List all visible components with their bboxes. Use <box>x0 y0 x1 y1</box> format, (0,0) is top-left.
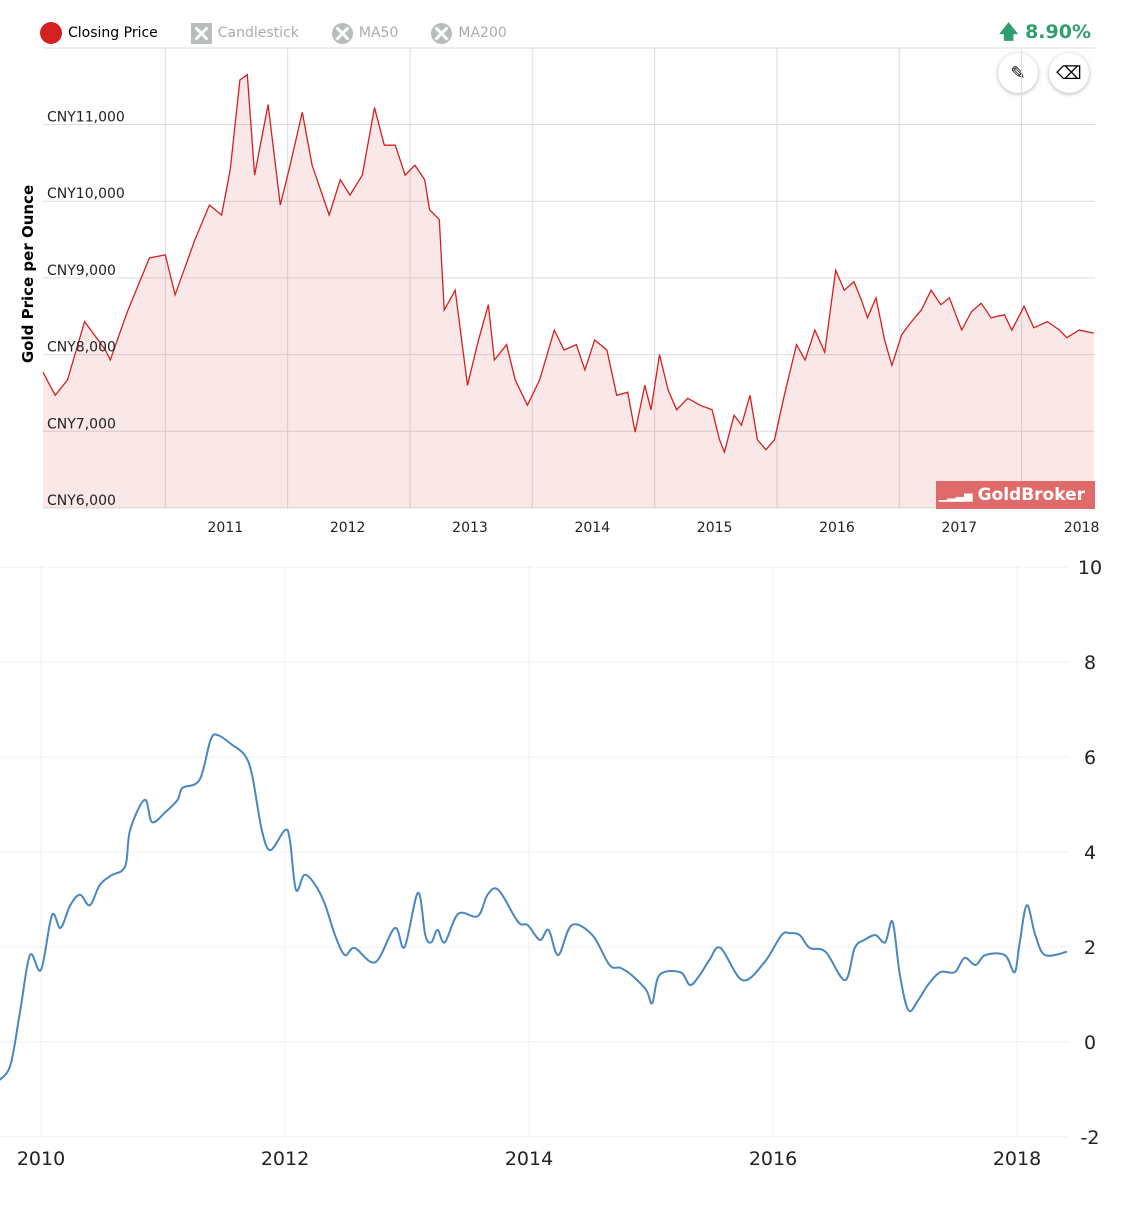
legend-label: Candlestick <box>217 25 299 41</box>
x-tick-label: 2016 <box>819 520 855 536</box>
x-tick-label: 2010 <box>17 1148 65 1170</box>
y-tick-label: CNY11,000 <box>47 110 125 126</box>
y-tick-label: CNY6,000 <box>47 493 116 509</box>
y-tick-label: 6 <box>1084 747 1096 769</box>
price-line <box>42 73 1094 455</box>
x-tick-label: 2018 <box>993 1148 1041 1170</box>
y-tick-label: 10 <box>1078 557 1102 579</box>
legend-label: MA50 <box>358 25 399 41</box>
legend-ma200[interactable]: MA200 <box>431 22 507 44</box>
x-tick-label: 2012 <box>330 520 366 536</box>
change-value: 8.90% <box>1025 21 1091 43</box>
x-tick-label: 2011 <box>208 520 244 536</box>
inflation-chart: 10 8 6 4 2 0 -2 2010 2012 2014 2016 2018 <box>0 557 1102 1170</box>
x-tick-label: 2016 <box>749 1148 797 1170</box>
legend-ma50[interactable]: MA50 <box>331 22 399 44</box>
inflation-line <box>0 733 1068 1081</box>
closing-price-dot-icon <box>40 22 62 44</box>
x-tick-label: 2013 <box>452 520 488 536</box>
price-area <box>43 74 1094 508</box>
goldbroker-logo: ▁▂▃▅ GoldBroker <box>936 481 1095 509</box>
chart-bars-icon: ▁▂▃▅ <box>938 488 973 502</box>
gold-price-chart: CNY11,000 CNY10,000 CNY9,000 CNY8,000 CNY7,0… <box>42 47 1100 536</box>
legend-label: Closing Price <box>68 25 158 41</box>
x-tick-label: 2012 <box>261 1148 309 1170</box>
x-tick-label: 2015 <box>697 520 733 536</box>
x-tick-label: 2017 <box>941 520 977 536</box>
disabled-x-icon <box>431 22 453 44</box>
y-tick-label: 0 <box>1084 1032 1096 1054</box>
x-tick-label: 2014 <box>574 520 610 536</box>
y-tick-label: CNY7,000 <box>47 416 116 432</box>
y-tick-label: 8 <box>1084 652 1096 674</box>
up-arrow-icon: 🡅 <box>998 21 1019 43</box>
erase-button[interactable]: ⌫ <box>1049 53 1089 93</box>
disabled-x-icon <box>190 22 212 44</box>
brand-name: GoldBroker <box>977 485 1085 505</box>
price-change: 🡅 8.90% <box>999 18 1091 50</box>
y-tick-label: 2 <box>1084 937 1096 959</box>
y-tick-label: CNY8,000 <box>47 340 116 356</box>
y-tick-label: -2 <box>1081 1127 1100 1149</box>
y-tick-label: CNY10,000 <box>47 186 125 202</box>
x-tick-label: 2018 <box>1064 520 1100 536</box>
legend-candlestick[interactable]: Candlestick <box>190 22 299 44</box>
chart-legend: Closing Price Candlestick MA50 MA200 <box>40 22 540 44</box>
x-tick-label: 2014 <box>505 1148 553 1170</box>
y-tick-label: CNY9,000 <box>47 263 116 279</box>
legend-closing-price[interactable]: Closing Price <box>40 22 158 44</box>
legend-label: MA200 <box>458 25 507 41</box>
y-tick-label: 4 <box>1084 842 1096 864</box>
eraser-icon: ⌫ <box>1056 62 1082 84</box>
disabled-x-icon <box>331 22 353 44</box>
